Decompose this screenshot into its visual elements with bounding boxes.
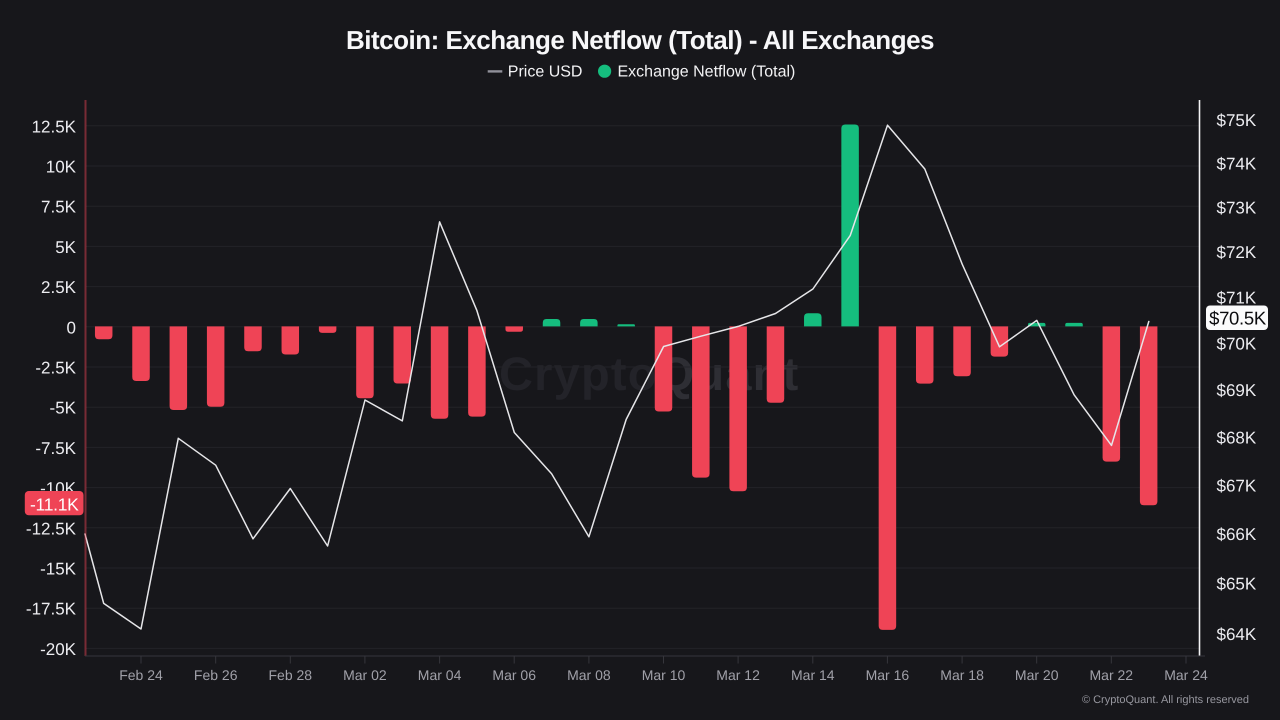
svg-text:Mar 22: Mar 22 [1090, 667, 1134, 683]
svg-text:$69K: $69K [1217, 381, 1257, 400]
svg-text:$64K: $64K [1217, 625, 1257, 644]
svg-text:Mar 16: Mar 16 [866, 667, 910, 683]
svg-text:Feb 24: Feb 24 [119, 667, 163, 683]
svg-text:2.5K: 2.5K [41, 278, 77, 297]
svg-text:$67K: $67K [1217, 476, 1257, 495]
svg-text:Mar 24: Mar 24 [1164, 667, 1208, 683]
svg-text:5K: 5K [55, 238, 76, 257]
svg-text:$74K: $74K [1217, 154, 1257, 173]
svg-text:Bitcoin: Exchange Netflow (Tot: Bitcoin: Exchange Netflow (Total) - All … [346, 25, 934, 55]
svg-text:Mar 14: Mar 14 [791, 667, 835, 683]
svg-text:10K: 10K [46, 158, 77, 177]
svg-text:$70.5K: $70.5K [1209, 308, 1267, 329]
svg-text:Exchange Netflow (Total): Exchange Netflow (Total) [618, 64, 796, 81]
svg-text:$71K: $71K [1217, 288, 1257, 307]
svg-text:© CryptoQuant. All rights rese: © CryptoQuant. All rights reserved [1082, 694, 1249, 706]
svg-text:$65K: $65K [1217, 575, 1257, 594]
svg-text:-12.5K: -12.5K [26, 519, 77, 538]
svg-text:Mar 04: Mar 04 [418, 667, 462, 683]
svg-text:Mar 06: Mar 06 [492, 667, 536, 683]
svg-text:-5K: -5K [50, 399, 77, 418]
svg-text:-7.5K: -7.5K [35, 439, 76, 458]
svg-text:Mar 12: Mar 12 [716, 667, 760, 683]
svg-text:7.5K: 7.5K [41, 198, 77, 217]
svg-text:$68K: $68K [1217, 428, 1257, 447]
svg-text:-11.1K: -11.1K [30, 494, 79, 514]
svg-text:$73K: $73K [1217, 198, 1257, 217]
svg-text:-15K: -15K [40, 560, 77, 579]
svg-text:Price USD: Price USD [508, 64, 583, 81]
svg-text:-17.5K: -17.5K [26, 600, 77, 619]
svg-text:Mar 02: Mar 02 [343, 667, 387, 683]
svg-text:Mar 18: Mar 18 [940, 667, 984, 683]
svg-text:$75K: $75K [1217, 111, 1257, 130]
svg-text:0: 0 [67, 318, 76, 337]
svg-text:Mar 08: Mar 08 [567, 667, 611, 683]
svg-text:Feb 28: Feb 28 [269, 667, 313, 683]
svg-text:Feb 26: Feb 26 [194, 667, 238, 683]
svg-text:Mar 10: Mar 10 [642, 667, 686, 683]
svg-text:-2.5K: -2.5K [35, 359, 76, 378]
svg-text:-20K: -20K [40, 640, 77, 659]
svg-text:Mar 20: Mar 20 [1015, 667, 1059, 683]
svg-text:12.5K: 12.5K [32, 117, 77, 136]
svg-text:$66K: $66K [1217, 525, 1257, 544]
svg-text:$72K: $72K [1217, 243, 1257, 262]
svg-text:$70K: $70K [1217, 334, 1257, 353]
